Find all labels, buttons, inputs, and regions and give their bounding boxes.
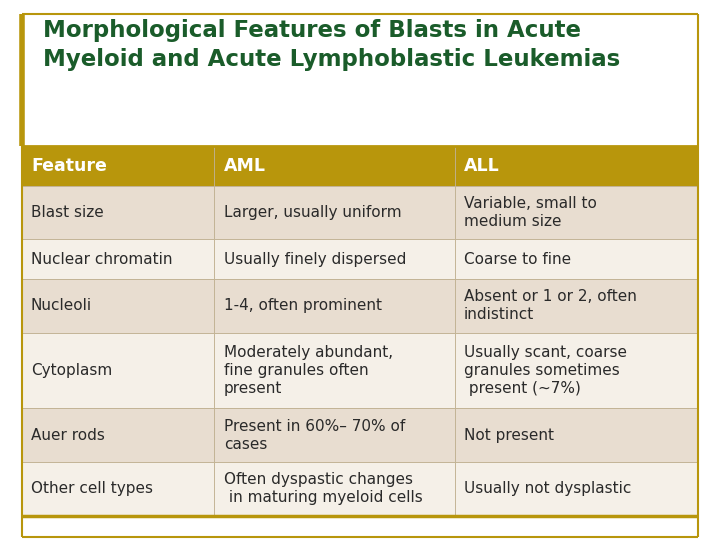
Bar	[22, 186, 215, 239]
Text: 1-4, often prominent: 1-4, often prominent	[224, 299, 382, 313]
Text: Blast size: Blast size	[31, 205, 104, 220]
Text: Morphological Features of Blasts in Acute
Myeloid and Acute Lymphoblastic Leukem: Morphological Features of Blasts in Acut…	[43, 19, 621, 71]
Bar	[215, 146, 455, 186]
Bar	[455, 408, 698, 462]
Text: Coarse to fine: Coarse to fine	[464, 252, 571, 267]
Bar	[22, 279, 215, 333]
Text: Usually not dysplastic: Usually not dysplastic	[464, 481, 631, 496]
Text: Other cell types: Other cell types	[31, 481, 153, 496]
Text: Present in 60%– 70% of
cases: Present in 60%– 70% of cases	[224, 418, 405, 451]
Text: Cytoplasm: Cytoplasm	[31, 363, 112, 378]
Text: AML: AML	[224, 157, 266, 174]
Text: Nuclear chromatin: Nuclear chromatin	[31, 252, 173, 267]
Text: Larger, usually uniform: Larger, usually uniform	[224, 205, 402, 220]
Bar	[455, 462, 698, 516]
Bar	[215, 333, 455, 408]
Bar	[22, 333, 215, 408]
Bar	[22, 462, 215, 516]
Text: Not present: Not present	[464, 428, 554, 443]
Bar	[215, 239, 455, 279]
Text: Feature: Feature	[31, 157, 107, 174]
Bar	[215, 408, 455, 462]
Bar	[22, 408, 215, 462]
Text: Often dyspastic changes
 in maturing myeloid cells: Often dyspastic changes in maturing myel…	[224, 472, 423, 505]
Text: Variable, small to
medium size: Variable, small to medium size	[464, 196, 597, 229]
Bar	[455, 146, 698, 186]
Bar	[455, 333, 698, 408]
Bar	[215, 186, 455, 239]
Text: Absent or 1 or 2, often
indistinct: Absent or 1 or 2, often indistinct	[464, 289, 637, 322]
Bar	[215, 279, 455, 333]
Bar	[215, 462, 455, 516]
Bar	[455, 279, 698, 333]
Text: Moderately abundant,
fine granules often
present: Moderately abundant, fine granules often…	[224, 345, 393, 396]
Bar	[455, 239, 698, 279]
Bar	[22, 146, 215, 186]
Bar	[22, 239, 215, 279]
Text: Usually scant, coarse
granules sometimes
 present (~7%): Usually scant, coarse granules sometimes…	[464, 345, 627, 396]
Bar	[455, 186, 698, 239]
Text: Nucleoli: Nucleoli	[31, 299, 92, 313]
Text: Usually finely dispersed: Usually finely dispersed	[224, 252, 406, 267]
Text: Auer rods: Auer rods	[31, 428, 105, 443]
Text: ALL: ALL	[464, 157, 500, 174]
